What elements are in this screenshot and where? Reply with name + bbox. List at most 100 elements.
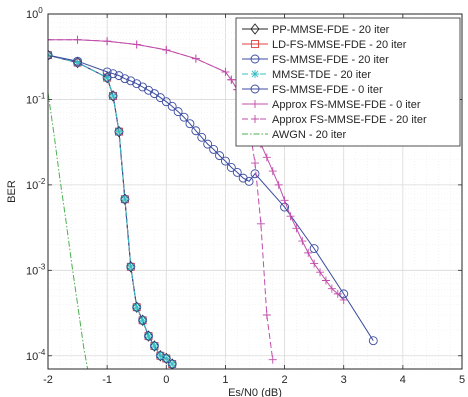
legend-label: MMSE-TDE - 20 iter	[272, 69, 371, 81]
series-4-point	[191, 126, 201, 136]
series-6-point	[256, 219, 265, 228]
series-5-point	[262, 153, 271, 162]
series-4-point	[173, 107, 183, 117]
series-4-point	[226, 162, 236, 172]
series-0-point	[48, 49, 53, 61]
series-5-point	[292, 224, 301, 233]
series-3-point	[126, 262, 135, 271]
series-0-point	[143, 330, 154, 342]
series-5-point	[310, 259, 319, 268]
series-markers	[48, 35, 378, 369]
series-6-point	[227, 75, 236, 84]
legend: PP-MMSE-FDE - 20 iter LD-FS-MMSE-FDE - 20…	[235, 17, 461, 147]
series-4-point	[161, 97, 171, 107]
legend-marker	[251, 70, 259, 78]
series-4-point	[203, 139, 213, 149]
axis-ticks: -2 -1 0 1 2 3 4 5 100 10-1 10-2 10-3 10-4	[26, 6, 465, 386]
series-3-point	[144, 332, 153, 341]
series-4-point	[179, 112, 189, 122]
legend-marker	[251, 40, 259, 48]
legend-marker	[251, 115, 259, 123]
series-4-point	[244, 176, 254, 186]
y-axis-label: BER	[6, 180, 18, 203]
legend-label: FS-MMSE-FDE - 20 iter	[272, 54, 389, 66]
series-5-point	[333, 289, 342, 298]
series-0-point	[72, 56, 83, 69]
legend-label: FS-MMSE-FDE - 0 iter	[272, 84, 383, 96]
series-4-point	[120, 74, 130, 84]
series-3-point	[120, 195, 129, 204]
series-4-point	[155, 93, 165, 103]
legend-marker	[250, 54, 260, 64]
series-4-point	[114, 71, 124, 81]
legend-label: Approx FS-MMSE-FDE - 0 iter	[272, 99, 421, 111]
x-tick-label: -2	[43, 374, 53, 386]
series-0-point	[126, 261, 136, 273]
series-4-point	[102, 67, 112, 77]
series-5-point	[286, 212, 295, 221]
series-3-point	[109, 91, 118, 100]
series-4-point	[197, 132, 207, 142]
series-5-point	[304, 248, 313, 257]
series-4-point	[309, 244, 319, 253]
series-6-point	[262, 310, 271, 319]
series-3-point	[132, 303, 141, 312]
series-4-point	[48, 50, 53, 60]
y-tick-label: 10-4	[26, 348, 46, 363]
series-4-point	[220, 156, 230, 166]
series-6-point	[162, 45, 171, 54]
legend-marker	[250, 84, 260, 94]
series-4-point	[108, 69, 118, 79]
series-3-point	[168, 360, 177, 369]
series-6-point	[191, 54, 200, 63]
series-5-point	[274, 180, 283, 189]
series-0-point	[114, 125, 124, 138]
series-5-point	[268, 167, 277, 176]
legend-marker	[250, 23, 260, 35]
y-tick-label: 10-3	[26, 262, 46, 277]
legend-label: AWGN - 20 iter	[272, 129, 346, 141]
series-5-point	[316, 268, 325, 277]
series-6-point	[268, 355, 277, 364]
series-4-point	[73, 56, 83, 66]
series-6-point	[251, 159, 259, 168]
x-tick-label: 3	[341, 374, 347, 386]
series-6-point	[221, 67, 230, 76]
series-4-point	[167, 101, 177, 111]
series-3-point	[103, 73, 112, 82]
series-0-point	[138, 314, 148, 327]
series-0-point	[155, 350, 165, 362]
series-6-point	[103, 37, 112, 46]
x-tick-label: -1	[102, 374, 112, 386]
legend-marker	[251, 100, 259, 108]
x-axis-label: Es/N0 (dB)	[228, 387, 282, 397]
series-4-point	[232, 167, 242, 177]
series-0-point	[120, 193, 130, 205]
y-tick-label: 100	[26, 6, 43, 21]
legend-label: Approx FS-MMSE-FDE - 20 iter	[272, 114, 427, 126]
series-5-point	[280, 196, 289, 205]
x-tick-label: 5	[459, 374, 465, 386]
series-6-point	[48, 35, 52, 44]
series-3-point	[114, 127, 123, 136]
series-3-point	[150, 342, 159, 351]
x-tick-label: 1	[222, 374, 228, 386]
series-4-point	[368, 336, 378, 346]
series-5-point	[321, 276, 330, 285]
series-line-7	[48, 92, 89, 369]
series-6-point	[73, 35, 82, 44]
legend-box	[235, 17, 461, 147]
x-tick-label: 4	[400, 374, 406, 386]
series-4-point	[185, 119, 195, 129]
series-5-point	[298, 237, 307, 246]
series-6-point	[132, 40, 141, 49]
series-3-point	[73, 58, 82, 67]
series-5-point	[327, 284, 336, 293]
series-4-point	[250, 169, 260, 179]
series-4-point	[126, 76, 136, 86]
series-3-point	[138, 316, 147, 325]
legend-label: PP-MMSE-FDE - 20 iter	[272, 24, 390, 36]
x-tick-label: 2	[282, 374, 288, 386]
series-0-point	[149, 340, 160, 352]
